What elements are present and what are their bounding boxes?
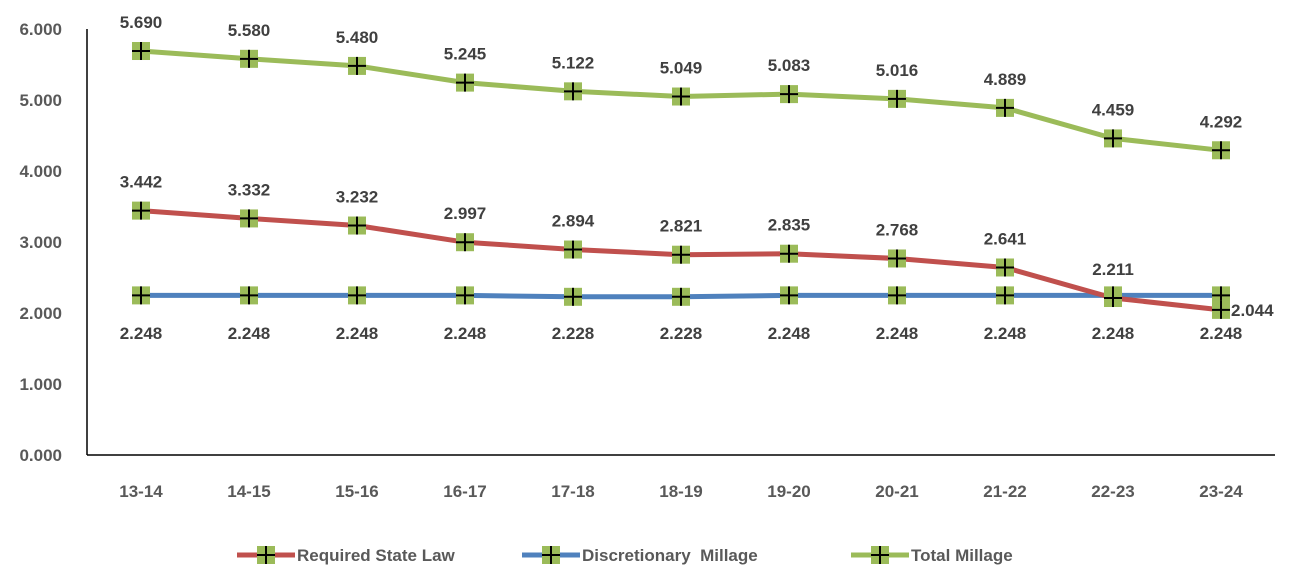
data-point-marker — [1104, 129, 1122, 148]
data-point-marker — [240, 209, 258, 228]
x-tick-label: 18-19 — [659, 482, 702, 501]
data-point-marker — [348, 56, 366, 75]
data-label: 5.083 — [768, 56, 811, 75]
data-point-marker — [456, 233, 474, 252]
data-point-marker — [780, 85, 798, 104]
data-label: 3.332 — [228, 180, 271, 199]
data-point-marker — [996, 286, 1014, 305]
data-point-marker — [132, 42, 150, 61]
y-tick-label: 4.000 — [19, 162, 62, 181]
data-label: 5.480 — [336, 28, 379, 47]
data-point-marker — [1212, 300, 1230, 319]
y-tick-label: 0.000 — [19, 446, 62, 465]
data-label: 2.228 — [552, 324, 595, 343]
y-tick-labels: 0.000 1.000 2.000 3.000 4.000 5.000 6.000 — [19, 20, 62, 465]
data-point-marker — [888, 286, 906, 305]
data-point-marker — [564, 287, 582, 306]
data-point-marker — [780, 286, 798, 305]
data-label: 2.248 — [228, 324, 271, 343]
y-tick-label: 5.000 — [19, 91, 62, 110]
data-point-marker — [132, 201, 150, 220]
x-tick-label: 14-15 — [227, 482, 270, 501]
data-label: 2.248 — [768, 324, 811, 343]
y-tick-label: 2.000 — [19, 304, 62, 323]
x-tick-label: 20-21 — [875, 482, 918, 501]
data-point-marker — [1212, 141, 1230, 160]
data-point-marker — [672, 87, 690, 106]
legend-item: Total Millage — [851, 546, 1013, 565]
data-label: 5.122 — [552, 53, 595, 72]
data-label: 2.248 — [1200, 324, 1243, 343]
data-point-marker — [240, 49, 258, 68]
data-label: 2.248 — [444, 324, 487, 343]
legend-marker — [871, 546, 889, 564]
y-tick-label: 3.000 — [19, 233, 62, 252]
data-point-marker — [996, 98, 1014, 117]
data-point-marker — [348, 216, 366, 235]
data-label: 5.690 — [120, 13, 163, 32]
data-label: 2.835 — [768, 216, 811, 235]
data-label: 3.442 — [120, 173, 163, 192]
data-label: 2.248 — [1092, 324, 1135, 343]
x-tick-label: 13-14 — [119, 482, 163, 501]
data-label: 2.248 — [336, 324, 379, 343]
data-label: 5.049 — [660, 59, 703, 78]
legend-marker — [257, 546, 275, 564]
series-markers — [132, 42, 1230, 319]
y-tick-label: 6.000 — [19, 20, 62, 39]
data-label: 2.211 — [1092, 260, 1134, 279]
data-point-marker — [348, 286, 366, 305]
data-point-marker — [132, 286, 150, 305]
data-label: 2.248 — [984, 324, 1027, 343]
legend-marker — [542, 546, 560, 564]
data-point-marker — [240, 286, 258, 305]
data-label: 4.889 — [984, 70, 1027, 89]
data-label: 4.459 — [1092, 100, 1135, 119]
data-point-marker — [564, 82, 582, 101]
y-tick-label: 1.000 — [19, 375, 62, 394]
data-label: 4.292 — [1200, 112, 1243, 131]
legend-label: Total Millage — [911, 546, 1013, 565]
chart-axes — [86, 29, 1275, 456]
data-point-marker — [780, 244, 798, 263]
legend-label: Required State Law — [297, 546, 456, 565]
x-tick-label: 17-18 — [551, 482, 594, 501]
data-label: 2.768 — [876, 220, 919, 239]
data-point-marker — [456, 73, 474, 92]
data-label: 5.580 — [228, 21, 271, 40]
data-label: 2.821 — [660, 217, 703, 236]
data-label: 2.228 — [660, 324, 703, 343]
x-tick-label: 15-16 — [335, 482, 378, 501]
data-label: 2.044 — [1231, 301, 1274, 320]
data-label: 5.245 — [444, 45, 487, 64]
x-tick-label: 23-24 — [1199, 482, 1243, 501]
data-label: 2.641 — [984, 229, 1027, 248]
data-point-marker — [888, 249, 906, 268]
x-tick-labels: 13-14 14-15 15-16 16-17 17-18 18-19 19-20 20-21… — [119, 482, 1243, 501]
data-label: 5.016 — [876, 61, 919, 80]
data-labels: 3.442 3.332 3.232 2.997 2.894 2.821 2.835 2.768… — [120, 13, 1274, 343]
x-tick-label: 16-17 — [443, 482, 486, 501]
legend-item: Discretionary Millage — [522, 546, 758, 565]
x-tick-label: 22-23 — [1091, 482, 1134, 501]
data-point-marker — [1104, 289, 1122, 308]
chart-legend: Required State Law Discretionary Millage T… — [237, 546, 1013, 565]
data-label: 2.894 — [552, 212, 595, 231]
data-point-marker — [996, 258, 1014, 277]
legend-item: Required State Law — [237, 546, 456, 565]
data-point-marker — [564, 240, 582, 259]
data-label: 2.248 — [120, 324, 163, 343]
data-label: 3.232 — [336, 188, 379, 207]
x-tick-label: 19-20 — [767, 482, 810, 501]
data-point-marker — [672, 245, 690, 264]
data-point-marker — [456, 286, 474, 305]
x-tick-label: 21-22 — [983, 482, 1026, 501]
data-point-marker — [888, 89, 906, 108]
data-point-marker — [672, 287, 690, 306]
data-label: 2.248 — [876, 324, 919, 343]
data-label: 2.997 — [444, 204, 487, 223]
legend-label: Discretionary Millage — [582, 546, 758, 565]
